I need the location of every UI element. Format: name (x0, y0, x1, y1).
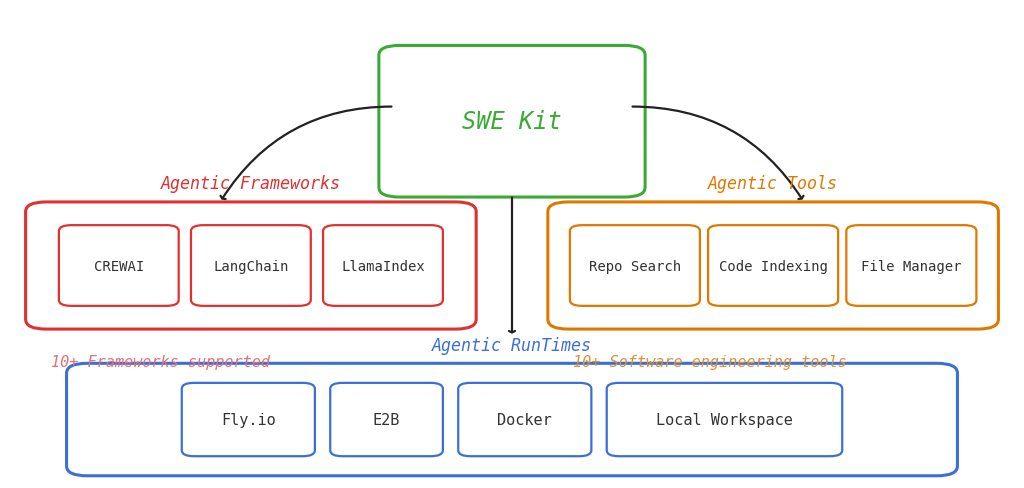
Text: Code Indexing: Code Indexing (719, 259, 827, 273)
Text: E2B: E2B (373, 412, 400, 427)
Text: Agentic RunTimes: Agentic RunTimes (432, 336, 592, 354)
FancyBboxPatch shape (846, 225, 977, 306)
Text: Local Workspace: Local Workspace (656, 412, 793, 427)
FancyBboxPatch shape (379, 46, 645, 198)
Text: Repo Search: Repo Search (589, 259, 681, 273)
FancyBboxPatch shape (709, 225, 838, 306)
FancyBboxPatch shape (569, 225, 700, 306)
FancyBboxPatch shape (182, 383, 315, 456)
FancyBboxPatch shape (26, 203, 476, 329)
FancyBboxPatch shape (548, 203, 998, 329)
Text: Docker: Docker (498, 412, 552, 427)
FancyBboxPatch shape (59, 225, 178, 306)
FancyBboxPatch shape (330, 383, 442, 456)
Text: CREWAI: CREWAI (93, 259, 144, 273)
Text: Agentic Frameworks: Agentic Frameworks (161, 175, 341, 193)
Text: LangChain: LangChain (213, 259, 289, 273)
Text: File Manager: File Manager (861, 259, 962, 273)
FancyBboxPatch shape (459, 383, 592, 456)
FancyBboxPatch shape (67, 364, 957, 476)
FancyBboxPatch shape (606, 383, 842, 456)
Text: 10+ Software engineering tools: 10+ Software engineering tools (573, 354, 847, 369)
FancyBboxPatch shape (190, 225, 311, 306)
Text: SWE Kit: SWE Kit (462, 110, 562, 134)
Text: LlamaIndex: LlamaIndex (341, 259, 425, 273)
Text: Fly.io: Fly.io (221, 412, 275, 427)
Text: Agentic Tools: Agentic Tools (709, 175, 838, 193)
Text: 10+ Frameworks supported: 10+ Frameworks supported (51, 354, 270, 369)
FancyBboxPatch shape (324, 225, 442, 306)
